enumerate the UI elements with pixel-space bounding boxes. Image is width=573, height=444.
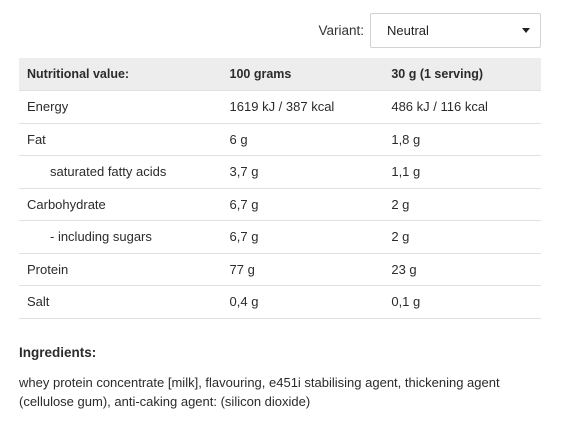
nutrition-table-header: Nutritional value: 100 grams 30 g (1 ser… bbox=[19, 58, 541, 91]
nutrient-per-serving: 2 g bbox=[383, 188, 541, 221]
table-row: Salt 0,4 g 0,1 g bbox=[19, 285, 541, 319]
nutrient-per-100g: 6 g bbox=[221, 123, 384, 156]
table-row: - including sugars 6,7 g 2 g bbox=[19, 220, 541, 254]
nutrient-name: Carbohydrate bbox=[19, 188, 222, 221]
nutrient-per-100g: 6,7 g bbox=[221, 188, 384, 221]
nutrient-per-serving: 0,1 g bbox=[383, 285, 541, 319]
nutrient-name: Protein bbox=[19, 253, 222, 286]
nutrient-name: Energy bbox=[19, 90, 222, 124]
header-per-100-grams: 100 grams bbox=[221, 58, 384, 91]
table-row: Energy 1619 kJ / 387 kcal 486 kJ / 116 k… bbox=[19, 90, 541, 124]
ingredients-text: whey protein concentrate [milk], flavour… bbox=[19, 375, 500, 409]
header-nutritional-value: Nutritional value: bbox=[19, 58, 222, 91]
nutrient-per-100g: 0,4 g bbox=[221, 285, 384, 319]
nutrient-per-100g: 1619 kJ / 387 kcal bbox=[221, 90, 384, 124]
variant-dropdown[interactable]: Neutral bbox=[370, 13, 541, 48]
ingredients-title: Ingredients: bbox=[19, 345, 97, 360]
nutrient-per-100g: 6,7 g bbox=[221, 220, 384, 254]
table-row: Fat 6 g 1,8 g bbox=[19, 123, 541, 156]
nutrient-per-serving: 23 g bbox=[383, 253, 541, 286]
table-row: Carbohydrate 6,7 g 2 g bbox=[19, 188, 541, 221]
nutrient-name: Salt bbox=[19, 285, 222, 319]
nutrient-per-100g: 77 g bbox=[221, 253, 384, 286]
variant-selector-row: Variant: Neutral bbox=[19, 13, 541, 48]
nutrient-name: - including sugars bbox=[19, 220, 222, 254]
nutrient-per-serving: 1,8 g bbox=[383, 123, 541, 156]
nutrient-per-serving: 486 kJ / 116 kcal bbox=[383, 90, 541, 124]
variant-label: Variant: bbox=[318, 23, 364, 38]
nutrient-per-serving: 1,1 g bbox=[383, 155, 541, 189]
variant-selected-value: Neutral bbox=[387, 23, 429, 38]
nutrient-per-100g: 3,7 g bbox=[221, 155, 384, 189]
table-row: Protein 77 g 23 g bbox=[19, 253, 541, 286]
header-per-serving: 30 g (1 serving) bbox=[383, 58, 541, 91]
nutrient-per-serving: 2 g bbox=[383, 220, 541, 254]
nutrient-name: saturated fatty acids bbox=[19, 155, 222, 189]
table-row: saturated fatty acids 3,7 g 1,1 g bbox=[19, 155, 541, 189]
chevron-down-icon bbox=[522, 28, 530, 33]
nutrition-table: Nutritional value: 100 grams 30 g (1 ser… bbox=[19, 58, 541, 319]
nutrient-name: Fat bbox=[19, 123, 222, 156]
